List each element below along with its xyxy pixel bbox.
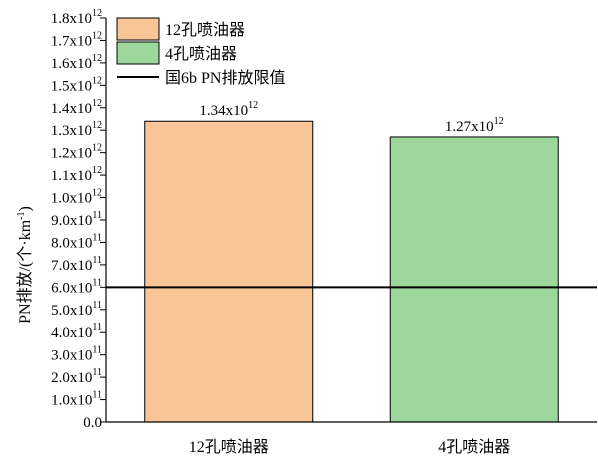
bar-2 [389,136,559,423]
y-tick-label: 1.0x1011 [51,390,102,409]
value-labels: 1.34x1012 1.27x1012 [199,100,503,135]
y-axis-label: PN排放/(个·km-1) [16,206,34,324]
bars-group [144,120,559,423]
y-tick-label: 4.0x1011 [51,322,102,341]
y-tick-label: 0.0 [83,415,102,431]
legend-label: 国6b PN排放限值 [165,69,285,87]
axes-frame [105,18,597,423]
legend-swatch [116,41,160,65]
y-tick-label: 2.0x1011 [51,367,102,386]
x-category-label: 4孔喷油器 [438,438,510,456]
y-tick-label: 5.0x1011 [51,300,102,319]
y-tick-label: 1.5x1012 [51,75,102,94]
y-tick-label: 1.1x1012 [51,165,102,184]
bar-1 [144,120,314,423]
bar-value-label: 1.27x1012 [445,116,504,135]
y-tick-label: 1.7x1012 [51,30,102,49]
y-tick-label: 1.2x1012 [51,143,102,162]
y-tick-label: 8.0x1011 [51,232,102,251]
legend-swatch [116,17,160,41]
legend-label: 4孔喷油器 [165,45,237,63]
bar-value-label: 1.34x1012 [199,100,258,119]
y-tick-label: 1.4x1012 [51,98,102,117]
legend-label: 12孔喷油器 [165,21,245,39]
y-axis-ticks: 0.0 1.0x1011 2.0x1011 3.0x1011 4.0x1011 5.0x1… [51,8,106,431]
y-tick-label: 1.8x1012 [51,8,102,27]
x-axis-labels: 12孔喷油器 4孔喷油器 [189,438,511,456]
x-category-label: 12孔喷油器 [189,438,269,456]
y-tick-label: 6.0x1011 [51,277,102,296]
y-tick-label: 1.3x1012 [51,120,102,139]
y-tick-label: 9.0x1011 [51,210,102,229]
y-tick-label: 3.0x1011 [51,345,102,364]
y-tick-label: 7.0x1011 [51,255,102,274]
y-tick-label: 1.0x1012 [51,188,102,207]
y-tick-label: 1.6x1012 [51,53,102,72]
